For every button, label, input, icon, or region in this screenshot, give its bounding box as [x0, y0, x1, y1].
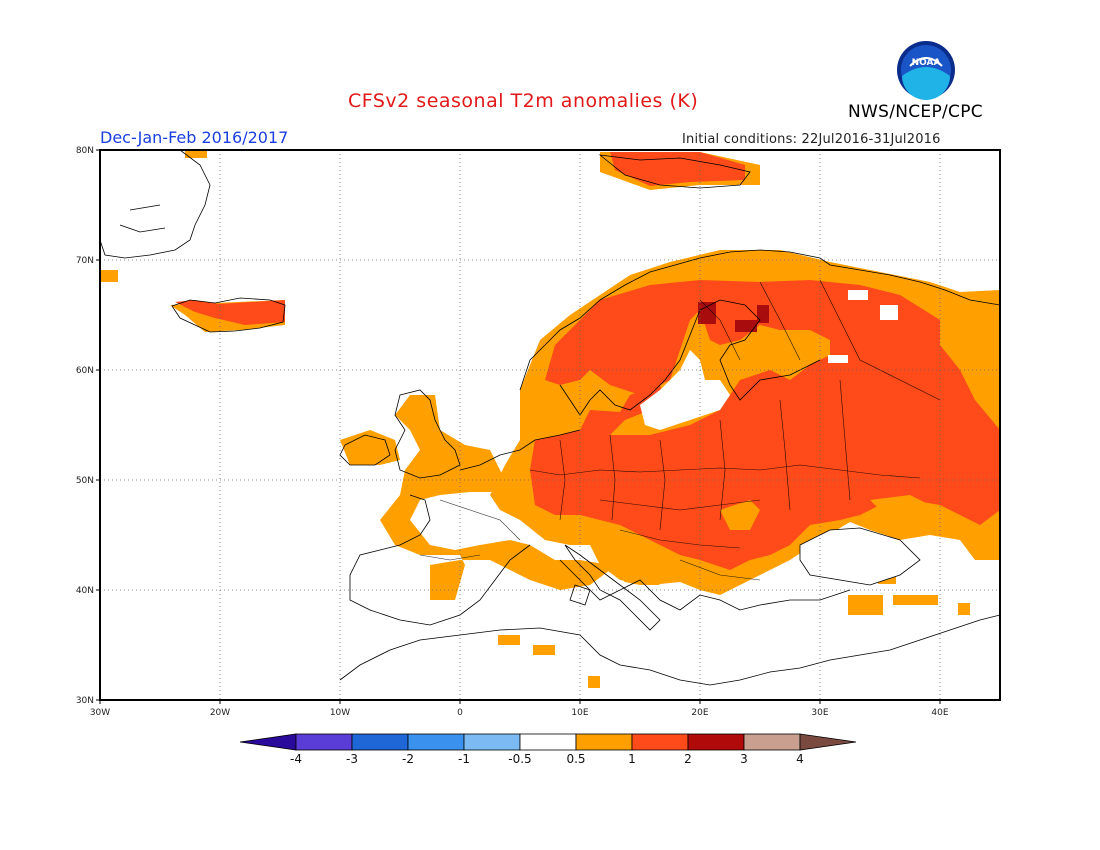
colorbar-label: 0.5 [566, 752, 585, 766]
colorbar-segment [631, 733, 689, 751]
colorbar-labels: -4 -3 -2 -1 -0.5 0.5 1 2 3 4 [290, 752, 804, 766]
latitude-labels: 80N 70N 60N 50N 40N 30N [76, 146, 94, 706]
colorbar-label: 4 [796, 752, 804, 766]
anomaly-region-orange-ireland [340, 430, 400, 465]
lat-label: 40N [76, 586, 94, 596]
colorbar-arrow-left [239, 733, 297, 751]
anomaly-speck [848, 595, 883, 615]
lon-label: 40E [931, 708, 948, 718]
coastline-north-africa [339, 614, 1000, 686]
colorbar-segment [351, 733, 409, 751]
axis-ticks [96, 149, 941, 704]
lon-label: 10E [571, 708, 588, 718]
anomaly-speck-dark [698, 302, 716, 324]
baltic-sea-gap [640, 350, 730, 430]
anomaly-speck [100, 270, 118, 282]
initial-conditions-label: Initial conditions: 22Jul2016-31Jul2016 [682, 132, 941, 147]
title-text: CFSv2 seasonal T2m anomalies (K) [348, 90, 699, 112]
lon-label: 10W [330, 708, 350, 718]
anomaly-speck-dark [757, 305, 769, 323]
lon-label: 20W [210, 708, 230, 718]
colorbar-label: -0.5 [508, 752, 531, 766]
lon-label: 30E [811, 708, 828, 718]
anomaly-region-orange-west [380, 395, 660, 600]
anomaly-speck [533, 645, 555, 655]
lake-gap [828, 355, 848, 363]
coastline-italy [564, 544, 661, 631]
colorbar-label: -3 [346, 752, 358, 766]
colorbar-label: -4 [290, 752, 302, 766]
lon-label: 0 [457, 708, 463, 718]
anomaly-speck [958, 603, 970, 615]
lat-label: 30N [76, 696, 94, 706]
lat-label: 70N [76, 256, 94, 266]
colorbar-arrow-right [799, 733, 857, 751]
colorbar-segment [295, 733, 353, 751]
colorbar-segment [407, 733, 465, 751]
colorbar-segment [575, 733, 633, 751]
anomaly-speck [185, 150, 207, 158]
lake-gap [880, 305, 898, 320]
colorbar-label: -2 [402, 752, 414, 766]
country-border [419, 499, 521, 561]
anomaly-region-red-iceland [175, 300, 285, 325]
colorbar-label: 1 [628, 752, 636, 766]
colorbar-segment [519, 733, 577, 751]
anomaly-region-red-east [530, 280, 1000, 570]
svg-text:NOAA: NOAA [912, 58, 941, 68]
map-frame [99, 149, 1001, 701]
coastline-black-sea [799, 527, 921, 586]
lake-gap [848, 290, 868, 300]
anomaly-speck-dark [735, 320, 757, 332]
lon-label: 30W [90, 708, 110, 718]
coastline-britain [339, 389, 461, 479]
country-border [529, 464, 921, 479]
colorbar-segment [463, 733, 521, 751]
lat-label: 80N [76, 146, 94, 156]
coastline-west-europe [349, 429, 851, 626]
lon-label: 20E [691, 708, 708, 718]
season-label: Dec-Jan-Feb 2016/2017 [100, 128, 289, 147]
colorbar-segment [687, 733, 745, 751]
colorbar-label: -1 [458, 752, 470, 766]
agency-label: NWS/NCEP/CPC [848, 102, 983, 122]
lat-label: 60N [76, 366, 94, 376]
noaa-logo: NOAA [897, 41, 955, 100]
colorbar-label: 3 [740, 752, 748, 766]
lat-label: 50N [76, 476, 94, 486]
coastline-svalbard [598, 154, 751, 189]
anomaly-region-red-svalbard [610, 152, 745, 186]
anomaly-field [100, 150, 1000, 688]
colorbar-segment [743, 733, 801, 751]
colorbar [239, 733, 857, 751]
coastline-iceland [171, 297, 286, 333]
anomaly-region-orange-inner [870, 495, 930, 520]
black-sea-gap [800, 528, 920, 585]
anomaly-speck [498, 635, 520, 645]
coastline-greenland [100, 150, 211, 259]
anomaly-region-orange-inner [720, 500, 760, 530]
anomaly-speck [588, 676, 600, 688]
longitude-labels: 30W 20W 10W 0 10E 20E 30E 40E [90, 708, 949, 718]
colorbar-label: 2 [684, 752, 692, 766]
country-border [699, 279, 941, 401]
country-border [599, 499, 761, 581]
anomaly-speck [893, 595, 938, 605]
